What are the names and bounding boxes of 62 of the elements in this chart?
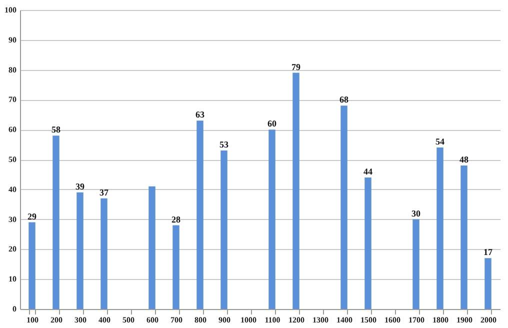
bar — [220, 150, 228, 309]
data-label: 28 — [172, 214, 181, 224]
x-tick-label: 1700 — [408, 316, 424, 324]
x-tick-label: 900 — [218, 316, 230, 324]
data-label: 37 — [100, 187, 109, 198]
data-label: 79 — [292, 62, 301, 72]
y-tick-label: 90 — [8, 35, 16, 44]
x-tick-label: 700 — [170, 316, 182, 324]
x-tick-label: 500 — [122, 316, 134, 324]
data-label: 30 — [412, 208, 421, 218]
x-tick-label: 1600 — [384, 316, 400, 324]
data-label: 48 — [460, 154, 469, 164]
bar — [484, 258, 492, 309]
x-tick-label: 800 — [194, 316, 206, 324]
bar — [412, 219, 420, 309]
data-label: 54 — [436, 136, 445, 147]
bar — [436, 148, 444, 309]
x-tick-label: 1400 — [336, 316, 352, 324]
y-tick-label: 10 — [8, 274, 16, 284]
x-tick-label: 300 — [74, 316, 86, 324]
x-tick-label: 1000 — [240, 316, 256, 324]
x-tick-label: 2000 — [480, 316, 496, 324]
data-label: 60 — [268, 118, 277, 129]
x-tick-label: 600 — [146, 316, 158, 324]
bar — [28, 222, 36, 309]
data-label: 68 — [340, 94, 349, 105]
y-tick-label: 60 — [8, 125, 16, 134]
data-label: 44 — [364, 166, 373, 176]
bar — [196, 120, 204, 309]
y-tick-label: 80 — [8, 65, 16, 74]
bar — [148, 186, 156, 309]
data-label: 58 — [52, 124, 61, 135]
x-tick-label: 200 — [50, 316, 62, 324]
bar — [268, 130, 276, 309]
x-tick-label: 1900 — [456, 316, 472, 324]
y-tick-label: 30 — [8, 214, 16, 224]
bar — [76, 192, 84, 309]
y-tick-label: 100 — [4, 6, 16, 14]
x-tick-label: 1500 — [360, 316, 376, 324]
x-tick-label: 400 — [98, 316, 110, 324]
x-tick-label: 1300 — [312, 316, 328, 324]
y-tick-label: 40 — [8, 184, 16, 194]
data-label: 29 — [28, 211, 37, 222]
bar — [340, 106, 348, 309]
data-label: 53 — [220, 140, 229, 150]
y-tick-label: 20 — [8, 244, 16, 254]
x-tick-label: 1200 — [288, 316, 304, 324]
bar — [292, 72, 300, 309]
y-tick-label: 0 — [12, 304, 16, 314]
bar — [460, 165, 468, 309]
bar — [100, 198, 108, 309]
bar — [364, 177, 372, 309]
data-label: 17 — [484, 247, 493, 258]
bar — [52, 136, 60, 309]
y-tick-label: 50 — [8, 155, 16, 164]
data-label: 39 — [76, 181, 85, 192]
bar — [172, 225, 180, 309]
x-tick-label: 1100 — [264, 316, 280, 324]
y-tick-label: 70 — [8, 95, 16, 104]
x-tick-label: 1800 — [432, 316, 448, 324]
x-tick-label: 100 — [26, 316, 38, 324]
data-label: 63 — [196, 110, 205, 120]
